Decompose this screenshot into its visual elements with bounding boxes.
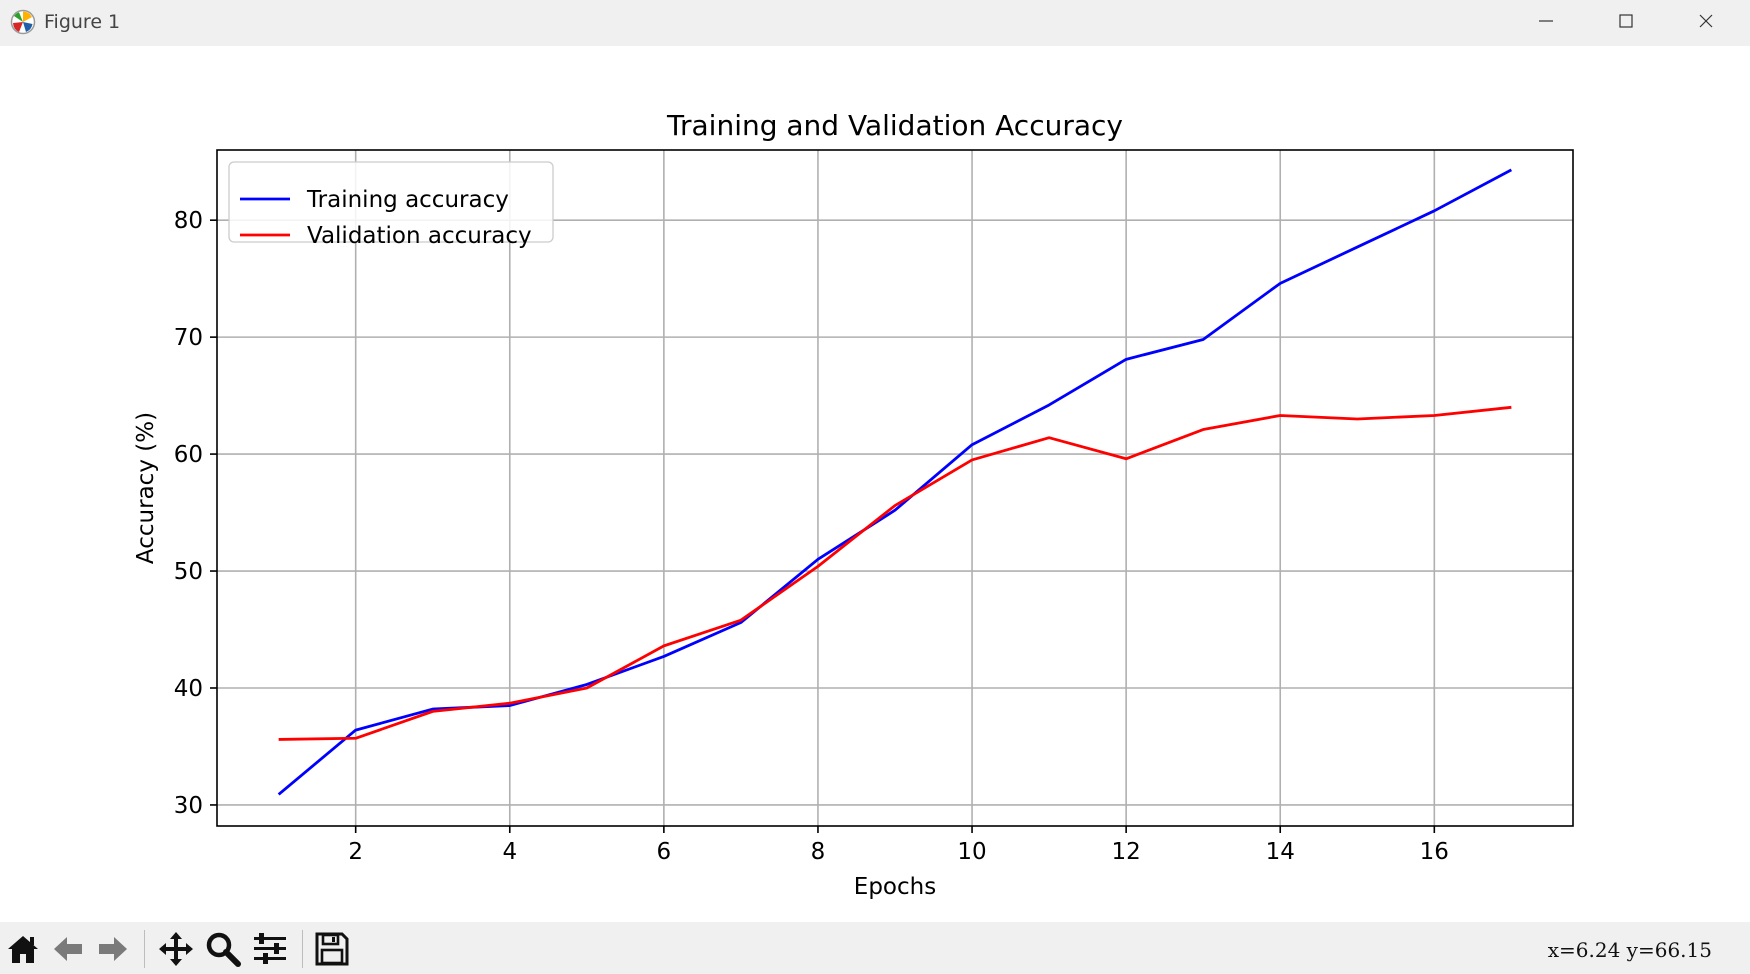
window-title: Figure 1 [44,11,121,33]
legend: Training accuracy Validation accuracy [228,161,554,249]
x-axis-label: Epochs [854,874,936,900]
x-tick-label: 2 [348,839,363,865]
x-tick-label: 6 [657,839,672,865]
cursor-coordinates: x=6.24 y=66.15 [1547,938,1712,962]
plot-area-frame [216,149,1574,827]
forward-button[interactable] [93,929,133,969]
pan-move-icon [159,932,193,966]
maximize-button[interactable] [1586,0,1666,42]
x-tick-label: 4 [502,839,517,865]
x-tick-label: 12 [1111,839,1140,865]
navigation-toolbar: x=6.24 y=66.15 [0,922,1750,974]
y-axis-ticks: 30 40 50 60 70 80 [174,208,217,819]
y-tick-label: 80 [174,208,203,234]
toolbar-separator [302,930,303,968]
chart-title: Training and Validation Accuracy [666,109,1123,142]
configure-subplots-button[interactable] [250,929,290,969]
figure-canvas: 2 4 6 8 10 12 14 16 30 40 50 60 70 80 Training and V… [0,46,1750,922]
y-axis-label: Accuracy (%) [133,412,159,564]
window-titlebar: Figure 1 [0,0,1750,47]
x-tick-label: 10 [957,839,986,865]
close-button[interactable] [1666,0,1746,42]
x-axis-ticks: 2 4 6 8 10 12 14 16 [348,826,1449,865]
series-lines [277,168,1513,796]
save-floppy-icon [315,932,349,966]
matplotlib-logo-icon [10,9,36,35]
minimize-button[interactable] [1506,0,1586,42]
forward-arrow-icon [99,937,127,961]
close-icon [1699,14,1713,28]
home-icon [8,936,38,963]
subplots-sliders-icon [254,933,286,964]
validation-accuracy-line [278,405,1512,741]
back-button[interactable] [48,929,88,969]
x-tick-label: 14 [1266,839,1295,865]
maximize-icon [1619,14,1633,28]
validation-accuracy-legend-label: Validation accuracy [307,223,532,249]
y-tick-label: 70 [174,325,203,351]
pan-button[interactable] [156,929,196,969]
toolbar-separator [144,930,145,968]
y-tick-label: 40 [174,676,203,702]
training-accuracy-legend-label: Training accuracy [306,187,509,213]
x-tick-label: 16 [1420,839,1449,865]
y-tick-label: 30 [174,793,203,819]
y-tick-label: 60 [174,442,203,468]
grid-lines [217,150,1573,826]
legend-frame [228,161,554,243]
zoom-button[interactable] [203,929,243,969]
back-arrow-icon [54,937,82,961]
accuracy-line-chart: 2 4 6 8 10 12 14 16 30 40 50 60 70 80 Training and V… [133,109,1574,900]
zoom-magnifier-icon [206,932,241,967]
training-accuracy-line [277,168,1513,796]
y-tick-label: 50 [174,559,203,585]
x-tick-label: 8 [811,839,826,865]
minimize-icon [1539,20,1553,22]
save-button[interactable] [312,929,352,969]
home-button[interactable] [3,929,43,969]
